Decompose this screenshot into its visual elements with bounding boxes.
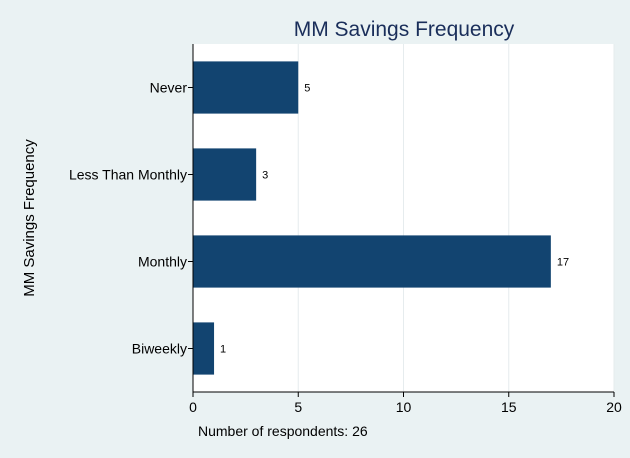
bars	[193, 61, 551, 375]
data-label-biweekly: 1	[220, 344, 226, 356]
y-axis-ticks: Never Less Than Monthly Monthly Biweekly	[69, 80, 193, 357]
x-tick-label-15: 15	[501, 399, 517, 415]
bar-monthly	[193, 235, 551, 288]
y-tick-label-never: Never	[150, 80, 188, 96]
bar-less-than-monthly	[193, 148, 257, 201]
y-tick-label-monthly: Monthly	[138, 254, 187, 270]
data-labels: 5 3 17 1	[220, 83, 569, 356]
data-label-never: 5	[304, 83, 310, 95]
x-tick-label-10: 10	[396, 399, 412, 415]
bar-biweekly	[193, 322, 215, 375]
chart-title: MM Savings Frequency	[294, 18, 515, 41]
data-label-monthly: 17	[557, 257, 569, 269]
y-tick-label-less-than-monthly: Less Than Monthly	[69, 167, 187, 183]
bar-never	[193, 61, 299, 114]
y-tick-label-biweekly: Biweekly	[132, 341, 187, 357]
data-label-less-than-monthly: 3	[262, 170, 268, 182]
x-axis-ticks: 0 5 10 15 20	[189, 392, 622, 415]
x-tick-label-0: 0	[189, 399, 197, 415]
respondents-note: Number of respondents: 26	[198, 423, 368, 439]
x-tick-label-20: 20	[606, 399, 622, 415]
x-tick-label-5: 5	[294, 399, 302, 415]
y-axis-label: MM Savings Frequency	[21, 139, 38, 297]
